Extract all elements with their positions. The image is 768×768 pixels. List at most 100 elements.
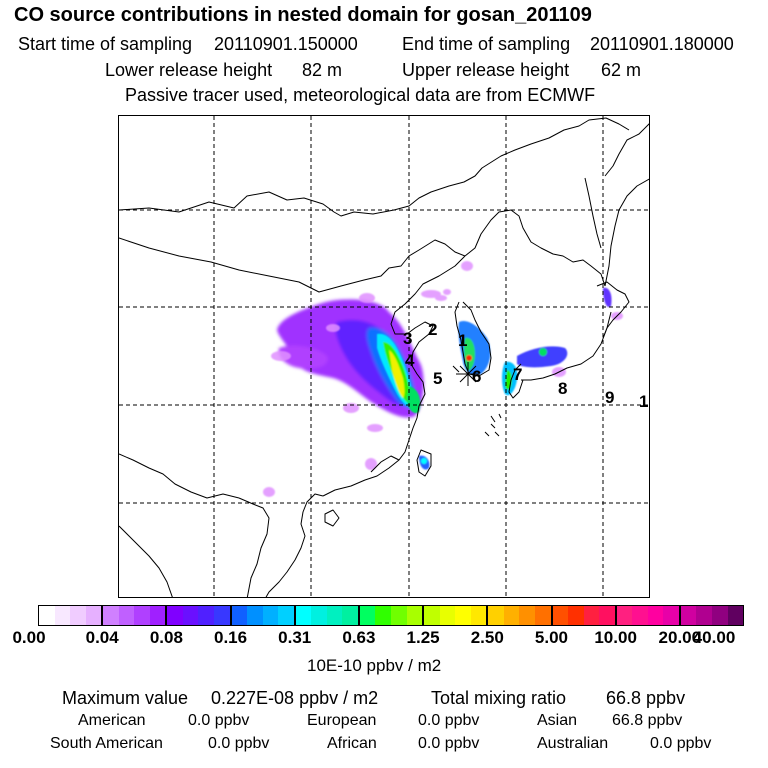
region-labels: 1 2 3 4 5 6 7 8 9 1 [403, 320, 648, 411]
border-mongolia-south [119, 237, 466, 293]
coast-bay-of-bengal [119, 525, 173, 597]
colorbar-swatch [406, 606, 423, 625]
plume-japan-honshu [517, 346, 568, 368]
colorbar-swatch [198, 606, 215, 625]
source-name-african: African [327, 735, 377, 752]
colorbar-swatch [552, 606, 569, 625]
colorbar-tick-label: 10.00 [594, 628, 637, 647]
colorbar-swatch [424, 606, 440, 625]
border-manchuria [464, 209, 606, 287]
colorbar-swatch [680, 606, 697, 625]
region-label-9: 9 [605, 388, 614, 407]
colorbar-swatch [167, 606, 183, 625]
source-name-australian: Australian [537, 735, 609, 752]
coast-kamchatka [604, 123, 649, 177]
plume-taiwan-core [421, 458, 427, 464]
colorbar-swatch [488, 606, 504, 625]
colorbar-swatch [439, 606, 456, 625]
region-label-4: 4 [405, 351, 415, 370]
colorbar-swatch [295, 606, 312, 625]
source-value-european: 0.0 ppbv [418, 712, 480, 729]
source-name-american: American [78, 712, 146, 729]
region-label-8: 8 [558, 379, 567, 398]
colorbar-swatch [85, 606, 102, 625]
colorbar-tick-label: 20.00 [658, 628, 702, 647]
source-name-european: European [307, 712, 377, 729]
colorbar-swatch [647, 606, 664, 625]
source-value-african: 0.0 ppbv [418, 735, 480, 752]
colorbar-swatch [326, 606, 343, 625]
colorbar-swatch [247, 606, 263, 625]
region-label-5: 5 [433, 369, 442, 388]
colorbar-swatch [503, 606, 520, 625]
region-label-3: 3 [403, 329, 412, 348]
colorbar-block [39, 606, 104, 625]
colorbar-swatch [711, 606, 728, 625]
colorbar-swatch [519, 606, 535, 625]
colorbar-swatch [583, 606, 600, 625]
colorbar-tick-label: 0.16 [213, 628, 248, 647]
coast-mainland-south [370, 455, 400, 473]
receptor-star-icon [456, 362, 480, 386]
total-mixing-label: Total mixing ratio [431, 688, 567, 708]
colorbar-block [488, 606, 553, 625]
colorbar-unit: 10E-10 ppbv / m2 [307, 656, 442, 675]
colorbar-swatch [359, 606, 376, 625]
colorbar-block [616, 606, 681, 625]
colorbar-swatch [727, 606, 744, 625]
max-value-label: Maximum value [62, 688, 189, 708]
region-label-7: 7 [513, 365, 522, 384]
region-label-2: 2 [428, 320, 437, 339]
coast-vietnam [265, 493, 324, 597]
colorbar-swatch [568, 606, 584, 625]
concentration-plume [263, 261, 623, 497]
upper-height-value: 62 m [601, 60, 642, 80]
source-value-australian: 0.0 ppbv [650, 735, 712, 752]
end-time-value: 20110901.180000 [590, 34, 734, 54]
coast-ryukyu [484, 413, 502, 437]
plume-west [278, 345, 328, 369]
border-laos-burma [238, 497, 270, 597]
colorbar-tick-label: 0.31 [278, 628, 312, 647]
colorbar-swatch [696, 606, 712, 625]
colorbar-swatch [534, 606, 551, 625]
colorbar-tick-label: 0.00 [12, 628, 46, 647]
plume-north-japan [603, 287, 612, 308]
colorbar-swatch [70, 606, 86, 625]
colorbar-swatch [134, 606, 150, 625]
end-time-label: End time of sampling [402, 34, 571, 54]
colorbar-swatch [375, 606, 392, 625]
map-panel: 1 2 3 4 5 6 7 8 9 1 [118, 115, 650, 598]
colorbar-swatch [599, 606, 615, 625]
start-time-label: Start time of sampling [18, 34, 193, 54]
colorbar-swatch [231, 606, 248, 625]
colorbar-tick-label: 0.04 [85, 628, 119, 647]
tracer-note: Passive tracer used, meteorological data… [125, 85, 596, 105]
colorbar-block [680, 606, 744, 625]
start-time-value: 20110901.150000 [214, 34, 358, 54]
border-china-southwest [119, 453, 240, 499]
coast-sakhalin [584, 177, 602, 249]
total-mixing-value: 66.8 ppbv [606, 688, 686, 708]
colorbar-swatch [632, 606, 648, 625]
colorbar-tick-label: 0.08 [149, 628, 183, 647]
coast-bohai [322, 255, 466, 497]
coast-hainan [324, 509, 340, 527]
colorbar-tick-label: 40.00 [692, 628, 736, 647]
colorbar-swatch [663, 606, 679, 625]
border-north [119, 117, 630, 217]
colorbar-swatch [118, 606, 135, 625]
coast-far-east [604, 178, 649, 287]
coast-kyushu [508, 363, 524, 399]
colorbar-block [552, 606, 617, 625]
colorbar-swatch [214, 606, 230, 625]
source-value-south-american: 0.0 ppbv [208, 735, 270, 752]
plume-yellow [389, 350, 405, 398]
plume-japan-spot [539, 348, 547, 356]
plume-korea-peak [466, 355, 472, 361]
colorbar-tick-label: 1.25 [406, 628, 440, 647]
plume-korea-core [463, 337, 475, 371]
colorbar-swatch [182, 606, 199, 625]
coast-taiwan [416, 449, 432, 477]
colorbar-swatch [616, 606, 633, 625]
